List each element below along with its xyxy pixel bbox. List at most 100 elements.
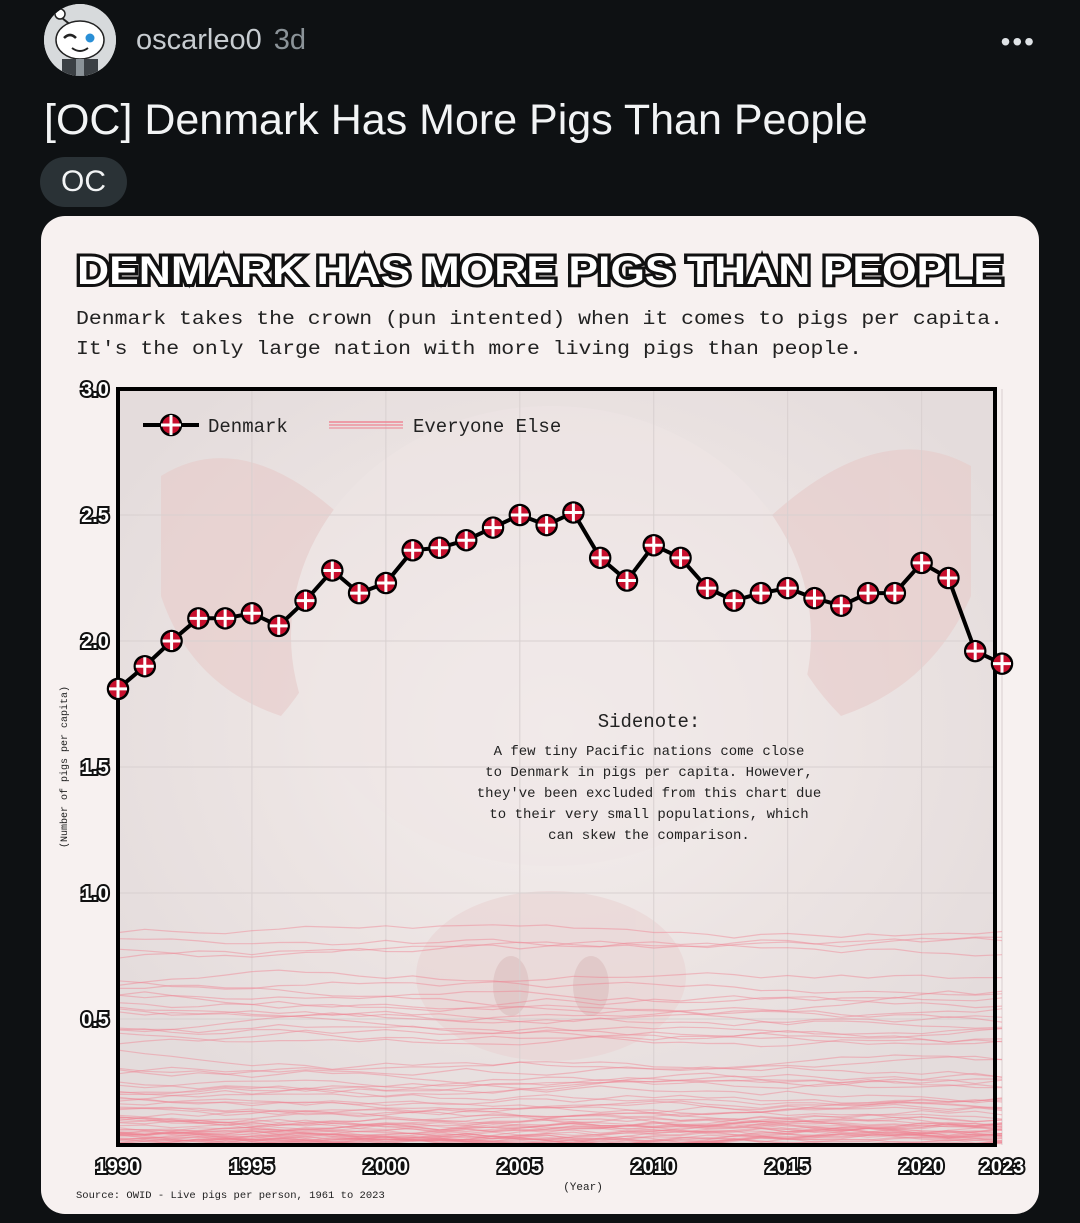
sidenote-line-1: A few tiny Pacific nations come close	[494, 744, 805, 760]
everyone-else-line	[117, 1134, 1003, 1145]
plot-area	[116, 387, 1003, 1147]
everyone-else-line	[117, 1006, 1003, 1048]
infographic-headline: DENMARK HAS MORE PIGS THAN PEOPLE	[77, 249, 1003, 293]
everyone-else-line	[117, 924, 1003, 939]
everyone-else-line	[117, 937, 1003, 958]
everyone-else-line	[117, 1126, 1003, 1141]
denmark-point	[321, 559, 344, 582]
everyone-else-line	[117, 1032, 1003, 1046]
post-image[interactable]: DENMARK HAS MORE PIGS THAN PEOPLE Denmar…	[41, 216, 1039, 1214]
everyone-else-line	[117, 1075, 1003, 1098]
everyone-else-line	[117, 969, 1003, 996]
everyone-else-line	[118, 1120, 1003, 1145]
y-tick-label: 1.0	[81, 883, 109, 905]
denmark-series	[106, 501, 1014, 701]
everyone-else-line	[117, 1127, 1003, 1145]
everyone-else-line	[117, 1123, 1003, 1143]
sidenote-line-3: they've been excluded from this chart du…	[477, 786, 821, 802]
everyone-else-line	[117, 1002, 1003, 1029]
denmark-point	[401, 539, 424, 562]
denmark-point	[454, 528, 478, 552]
denmark-line	[116, 510, 1003, 691]
denmark-point	[347, 581, 371, 605]
denmark-point	[481, 516, 505, 539]
everyone-else-line	[117, 1055, 1003, 1076]
denmark-point	[669, 546, 692, 570]
denmark-point	[910, 551, 933, 575]
post-age: 3d	[273, 23, 307, 56]
everyone-else-line	[117, 1122, 1003, 1145]
denmark-point	[776, 576, 799, 600]
everyone-else-line	[117, 1116, 1003, 1133]
infographic-chart: DENMARK HAS MORE PIGS THAN PEOPLE Denmar…	[59, 246, 1027, 1202]
everyone-else-line	[117, 1094, 1003, 1110]
x-axis-ticks: 1990 1995 2000 2005 2010 2015 2020 2023	[94, 1154, 1027, 1180]
everyone-else-line	[117, 1121, 1003, 1136]
everyone-else-line	[117, 1107, 1003, 1137]
everyone-else-legend-swatch	[329, 421, 403, 429]
everyone-else-line	[117, 1098, 1003, 1118]
everyone-else-line	[117, 1097, 1003, 1117]
infographic-subtitle-line2: It's the only large nation with more liv…	[76, 338, 862, 360]
y-tick-label: 1.5	[81, 757, 109, 779]
y-tick-label: 3.0	[81, 379, 109, 401]
denmark-point	[696, 576, 719, 600]
y-tick-label: 2.0	[81, 631, 109, 653]
legend-denmark-label: Denmark	[208, 416, 288, 438]
username[interactable]: oscarleo0	[136, 23, 262, 56]
everyone-else-line	[117, 1076, 1003, 1090]
denmark-point	[883, 581, 907, 605]
denmark-point	[856, 581, 880, 605]
flair-badge[interactable]: OC	[40, 157, 127, 207]
everyone-else-line	[117, 1067, 1003, 1091]
x-tick-label: 2015	[765, 1156, 810, 1178]
sidenote-title: Sidenote:	[598, 711, 701, 733]
legend-everyone-else-label: Everyone Else	[413, 416, 561, 438]
denmark-point	[133, 654, 157, 678]
everyone-else-line	[117, 1126, 1003, 1145]
denmark-point	[267, 614, 290, 638]
denmark-point	[990, 652, 1014, 675]
denmark-point	[187, 607, 210, 630]
x-tick-label: 2010	[632, 1156, 677, 1178]
everyone-else-line	[118, 1114, 1003, 1145]
more-options-icon[interactable]: •••	[1000, 26, 1036, 57]
everyone-else-line	[117, 1124, 1003, 1145]
x-tick-label: 2020	[899, 1156, 944, 1178]
denmark-point	[106, 677, 130, 701]
everyone-else-line	[117, 1078, 1003, 1094]
everyone-else-line	[117, 1124, 1003, 1141]
legend: Denmark Everyone Else	[143, 413, 561, 438]
denmark-point	[642, 533, 666, 557]
denmark-point	[963, 639, 987, 663]
denmark-point	[588, 546, 612, 570]
sidenote-line-2: to Denmark in pigs per capita. However,	[485, 765, 813, 781]
denmark-point	[294, 589, 317, 612]
x-tick-label: 1995	[230, 1156, 275, 1178]
source-note: Source: OWID - Live pigs per person, 196…	[76, 1190, 385, 1202]
sidenote: Sidenote: A few tiny Pacific nations com…	[477, 711, 821, 844]
everyone-else-line	[117, 1136, 1003, 1145]
everyone-else-line	[117, 1013, 1003, 1033]
denmark-point	[749, 581, 773, 605]
user-avatar[interactable]	[44, 4, 116, 76]
denmark-point	[830, 594, 853, 617]
everyone-else-line	[117, 1127, 1003, 1139]
denmark-point	[535, 513, 558, 537]
snoo-avatar-icon	[44, 4, 116, 76]
y-tick-label: 2.5	[81, 505, 109, 527]
everyone-else-line	[117, 1006, 1003, 1022]
everyone-else-line	[118, 984, 1003, 1007]
x-tick-label: 2000	[364, 1156, 409, 1178]
everyone-else-line	[117, 1122, 1003, 1143]
everyone-else-lines	[117, 924, 1003, 1145]
x-axis-label: (Year)	[563, 1182, 603, 1194]
everyone-else-line	[117, 1115, 1003, 1142]
post-title[interactable]: [OC] Denmark Has More Pigs Than People	[44, 96, 868, 144]
everyone-else-line	[117, 1116, 1003, 1136]
y-axis-ticks: 0.5 1.0 1.5 2.0 2.5 3.0	[79, 377, 111, 1033]
x-tick-label: 2005	[498, 1156, 543, 1178]
everyone-else-line	[117, 1110, 1003, 1129]
everyone-else-line	[117, 1111, 1003, 1125]
y-axis-label: (Number of pigs per capita)	[59, 686, 71, 848]
